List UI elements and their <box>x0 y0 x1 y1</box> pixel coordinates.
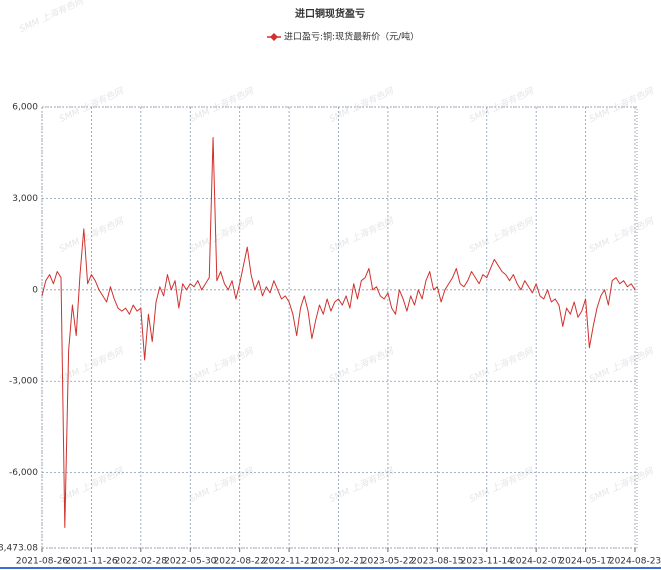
x-tick-label: 2022-02-28 <box>115 557 168 567</box>
x-tick-label: 2023-02-21 <box>312 557 364 567</box>
y-tick-label: 3,000 <box>12 194 38 204</box>
legend: 进口盈亏:铜:现货最新价（元/吨） <box>267 31 419 43</box>
x-tick-label: 2023-08-15 <box>411 557 463 567</box>
y-tick-label: 0 <box>32 285 38 295</box>
x-tick-label: 2023-11-14 <box>461 557 514 567</box>
x-tick-label: 2022-08-22 <box>214 557 266 567</box>
x-tick-label: 2024-02-07 <box>510 557 562 567</box>
x-tick-label: 2021-08-26 <box>16 557 69 567</box>
legend-label: 进口盈亏:铜:现货最新价（元/吨） <box>284 31 419 43</box>
y-tick-label: 6,000 <box>12 103 38 113</box>
x-tick-label: 2024-05-17 <box>559 557 611 567</box>
x-tick-label: 2023-05-22 <box>362 557 414 567</box>
x-tick-label: 2021-11-26 <box>65 557 118 567</box>
x-tick-label: 2022-05-30 <box>164 557 217 567</box>
series-line <box>41 136 636 528</box>
x-tick-label: 2024-08-23 <box>609 557 661 567</box>
chart-title: 进口铜现货盈亏 <box>295 7 365 20</box>
y-tick-label: -6,000 <box>9 468 38 478</box>
y-tick-label: -3,000 <box>9 377 38 387</box>
x-tick-label: 2022-11-21 <box>263 557 315 567</box>
y-tick-label: -8,473.08 <box>0 544 38 554</box>
legend-marker <box>270 33 278 41</box>
